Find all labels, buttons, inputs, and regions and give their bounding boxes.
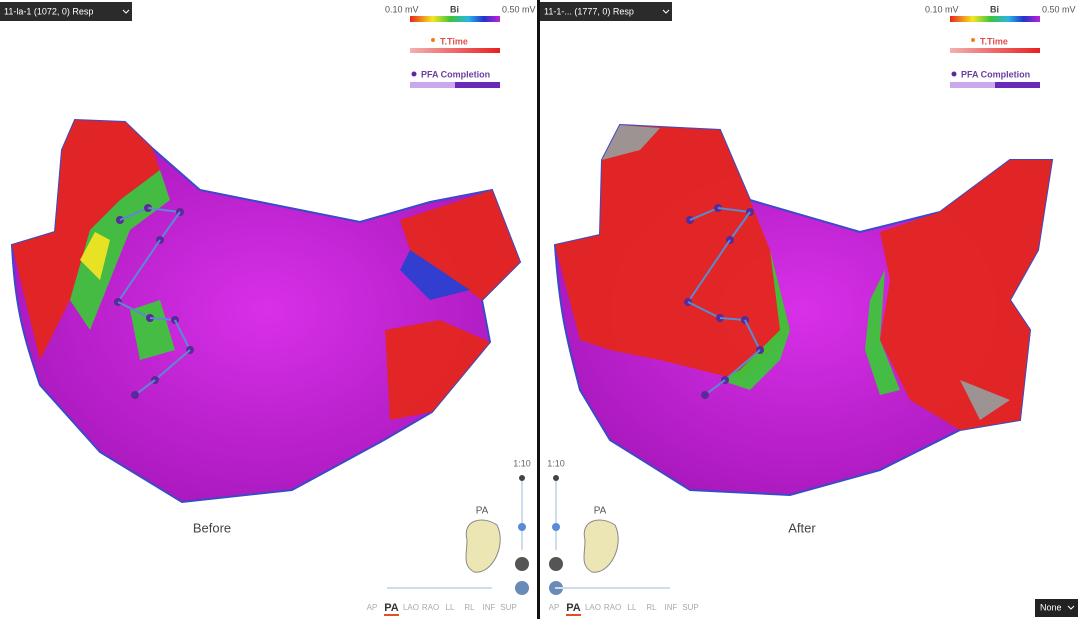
- caption: Before: [193, 520, 231, 535]
- pfa-label: PFA Completion: [421, 69, 490, 79]
- catheter-spline: [724, 349, 761, 381]
- rotate-button[interactable]: [515, 581, 529, 595]
- pfa-bar-light: [410, 82, 455, 88]
- catheter-spline: [687, 301, 721, 319]
- view-button[interactable]: PA: [384, 602, 399, 614]
- view-button[interactable]: AP: [549, 603, 560, 612]
- view-button[interactable]: LAO: [403, 603, 419, 612]
- pfa-icon: [951, 71, 957, 77]
- caret: [1067, 605, 1075, 610]
- caption: After: [788, 520, 816, 535]
- view-button[interactable]: LL: [446, 603, 455, 612]
- view-button[interactable]: LAO: [585, 603, 601, 612]
- view-button[interactable]: RAO: [604, 603, 621, 612]
- legend-label: Bi: [990, 4, 999, 14]
- catheter-spline: [119, 207, 149, 221]
- electrode: [131, 391, 139, 399]
- dropdown-label: None: [1040, 602, 1062, 612]
- map-region: [385, 320, 490, 420]
- catheter-spline: [729, 211, 751, 241]
- view-button[interactable]: RL: [646, 603, 657, 612]
- map-region: [12, 120, 160, 360]
- view-button[interactable]: SUP: [682, 603, 698, 612]
- catheter-spline: [719, 317, 746, 321]
- map-region: [880, 160, 1052, 430]
- view-button[interactable]: PA: [566, 602, 581, 614]
- zoom-label: 1:10: [547, 458, 565, 468]
- zoom-label: 1:10: [513, 458, 531, 468]
- map-region: [720, 250, 790, 390]
- colorbar: [950, 16, 1040, 22]
- view-button[interactable]: INF: [483, 603, 496, 612]
- rotate-button[interactable]: [515, 557, 529, 571]
- ttime-label: T.Time: [980, 36, 1008, 46]
- catheter-spline: [134, 379, 156, 396]
- caret: [122, 9, 130, 14]
- pfa-bar-dark: [455, 82, 500, 88]
- pfa-label: PFA Completion: [961, 69, 1030, 79]
- ttime-icon: [431, 38, 435, 42]
- map-selector[interactable]: [0, 2, 132, 21]
- map-region: [555, 125, 790, 380]
- divider: [537, 0, 540, 619]
- catheter-spline: [174, 319, 191, 351]
- catheter-spline: [717, 207, 751, 213]
- map-region: [130, 300, 175, 360]
- view-button[interactable]: AP: [367, 603, 378, 612]
- legend-max: 0.50 mV: [1042, 4, 1076, 14]
- view-button[interactable]: RL: [464, 603, 475, 612]
- catheter-spline: [117, 301, 151, 319]
- map-selector[interactable]: [540, 2, 672, 21]
- view-button[interactable]: SUP: [500, 603, 516, 612]
- zoom-thumb[interactable]: [552, 523, 560, 531]
- map-selector-label: 11-la-1 (1072, 0) Resp: [4, 6, 93, 16]
- zoom-thumb[interactable]: [518, 523, 526, 531]
- ttime-bar: [410, 48, 500, 53]
- pfa-bar-dark: [995, 82, 1040, 88]
- legend-min: 0.10 mV: [925, 4, 959, 14]
- catheter-spline: [149, 317, 176, 321]
- zoom-end: [519, 475, 525, 481]
- view-button[interactable]: INF: [665, 603, 678, 612]
- catheter-spline: [744, 319, 761, 351]
- catheter-spline: [687, 239, 731, 303]
- map-region: [960, 380, 1010, 420]
- catheter-spline: [117, 239, 161, 303]
- ttime-bar: [950, 48, 1040, 53]
- heart-icon: [465, 519, 501, 573]
- map-selector-label: 11-1-... (1777, 0) Resp: [544, 6, 634, 16]
- electrode: [701, 391, 709, 399]
- orientation-label: PA: [594, 506, 607, 517]
- rotate-button[interactable]: [549, 557, 563, 571]
- legend-min: 0.10 mV: [385, 4, 419, 14]
- orientation-label: PA: [476, 506, 489, 517]
- catheter-spline: [704, 379, 726, 396]
- catheter-spline: [689, 207, 719, 221]
- view-button[interactable]: RAO: [422, 603, 439, 612]
- map-region: [400, 250, 470, 300]
- catheter-spline: [147, 207, 181, 213]
- colorbar: [410, 16, 500, 22]
- map-region: [865, 270, 900, 395]
- caret: [662, 9, 670, 14]
- legend-label: Bi: [450, 4, 459, 14]
- map-region: [602, 125, 660, 160]
- zoom-end: [553, 475, 559, 481]
- view-button[interactable]: LL: [628, 603, 637, 612]
- pfa-icon: [411, 71, 417, 77]
- catheter-spline: [154, 349, 191, 381]
- map-region: [400, 190, 520, 300]
- map-region: [80, 232, 110, 280]
- dropdown[interactable]: [1035, 599, 1078, 617]
- ttime-icon: [971, 38, 975, 42]
- pfa-bar-light: [950, 82, 995, 88]
- legend-max: 0.50 mV: [502, 4, 536, 14]
- heart-icon: [583, 519, 619, 573]
- ttime-label: T.Time: [440, 36, 468, 46]
- catheter-spline: [159, 211, 181, 241]
